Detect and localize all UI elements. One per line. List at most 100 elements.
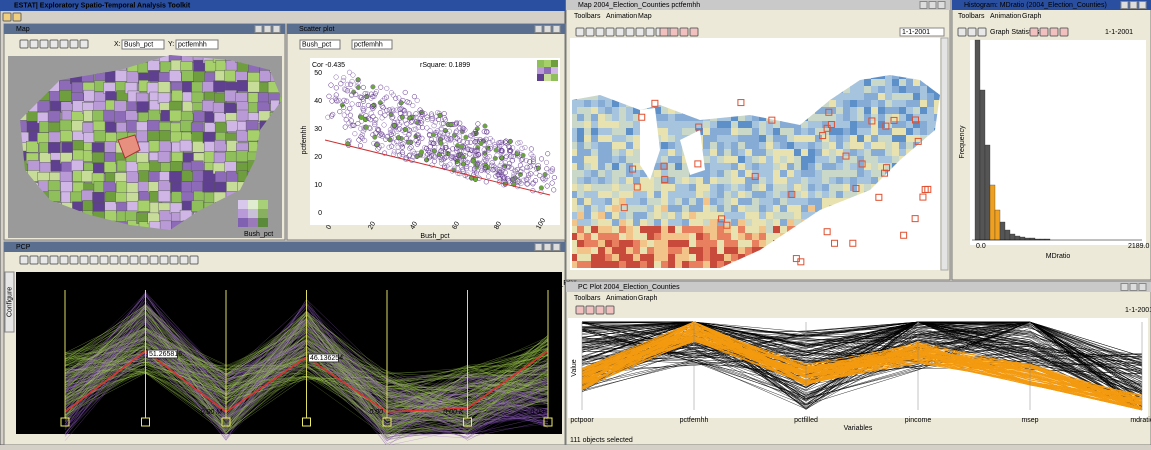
pcp-axis-max: 90.04 [285,289,303,296]
toolbar-button[interactable] [670,28,678,36]
toolbar-button[interactable] [160,256,168,264]
scatter-point [359,115,364,120]
toolbar-button[interactable] [70,256,78,264]
toolbar-button[interactable] [20,40,28,48]
toolbar-button[interactable] [140,256,148,264]
county-cell [668,149,676,157]
toolbar-button[interactable] [110,256,118,264]
window-button[interactable] [273,26,280,33]
toolbar-button[interactable] [596,306,604,314]
toolbar-button[interactable] [60,40,68,48]
legend-cell [238,200,248,209]
toolbar-button[interactable] [1060,28,1068,36]
toolbar-button[interactable] [180,256,188,264]
toolbar-button[interactable] [50,256,58,264]
window-button[interactable] [1121,2,1128,9]
county-cell [724,184,732,192]
window-button[interactable] [1130,2,1137,9]
window-button[interactable] [553,26,560,33]
county-cell [710,240,718,248]
county-cell [598,191,606,199]
toolbar-button[interactable] [90,256,98,264]
toolbar-button[interactable] [576,306,584,314]
window-button[interactable] [255,26,262,33]
toolbar-button[interactable] [1030,28,1038,36]
toolbar-button[interactable] [13,13,21,21]
window-button[interactable] [553,244,560,251]
toolbar-button[interactable] [80,256,88,264]
menu-item[interactable]: Animation [990,13,1021,20]
menu-item[interactable]: Map [638,13,652,20]
county-cell [815,128,823,136]
window-button[interactable] [544,244,551,251]
county-cell [605,240,613,248]
county-cell [710,198,718,206]
toolbar-button[interactable] [100,256,108,264]
toolbar-button[interactable] [1050,28,1058,36]
toolbar-button[interactable] [70,40,78,48]
county-cell [654,184,662,192]
toolbar-button[interactable] [190,256,198,264]
toolbar-button[interactable] [606,306,614,314]
county-cell [864,149,872,157]
toolbar-button[interactable] [626,28,634,36]
toolbar-button[interactable] [586,28,594,36]
toolbar-button[interactable] [40,40,48,48]
menu-item[interactable]: Graph [1022,13,1042,20]
toolbar-button[interactable] [80,40,88,48]
county-cell [612,156,620,164]
menu-item[interactable]: Toolbars [958,13,985,20]
county-cell [745,128,753,136]
window-button[interactable] [1139,284,1146,291]
window-button[interactable] [544,26,551,33]
toolbar-button[interactable] [170,256,178,264]
window-button[interactable] [920,2,927,9]
toolbar-button[interactable] [120,256,128,264]
toolbar-button[interactable] [60,256,68,264]
window-button[interactable] [929,2,936,9]
toolbar-button[interactable] [30,256,38,264]
toolbar-button[interactable] [690,28,698,36]
toolbar-button[interactable] [40,256,48,264]
window-button[interactable] [535,244,542,251]
toolbar-button[interactable] [30,40,38,48]
county [92,110,104,121]
window-button[interactable] [938,2,945,9]
toolbar-button[interactable] [616,28,624,36]
toolbar-button[interactable] [606,28,614,36]
menu-item[interactable]: Animation [606,13,637,20]
menu-item[interactable]: Animation [606,295,637,302]
toolbar-button[interactable] [3,13,11,21]
toolbar-button[interactable] [636,28,644,36]
window-button[interactable] [264,26,271,33]
menu-item[interactable]: Toolbars [574,13,601,20]
toolbar-button[interactable] [680,28,688,36]
menu-item[interactable]: Toolbars [574,295,601,302]
county-cell [745,163,753,171]
window-button[interactable] [535,26,542,33]
toolbar-button[interactable] [596,28,604,36]
county-cell [801,135,809,143]
toolbar-button[interactable] [958,28,966,36]
toolbar-button[interactable] [1040,28,1048,36]
county-cell [717,170,725,178]
window-button[interactable] [1130,284,1137,291]
menu-item[interactable]: Graph [638,295,658,302]
county [70,192,82,203]
toolbar-button[interactable] [576,28,584,36]
county-cell [710,205,718,213]
toolbar-button[interactable] [978,28,986,36]
toolbar-button[interactable] [586,306,594,314]
toolbar-button[interactable] [646,28,654,36]
county-cell [619,254,627,262]
toolbar-button[interactable] [660,28,668,36]
window-button[interactable] [1139,2,1146,9]
toolbar-button[interactable] [968,28,976,36]
window-button[interactable] [1121,284,1128,291]
county-cell [815,184,823,192]
toolbar-button[interactable] [130,256,138,264]
toolbar-button[interactable] [150,256,158,264]
toolbar-button[interactable] [20,256,28,264]
toolbar-button[interactable] [50,40,58,48]
county-cell [640,254,648,262]
